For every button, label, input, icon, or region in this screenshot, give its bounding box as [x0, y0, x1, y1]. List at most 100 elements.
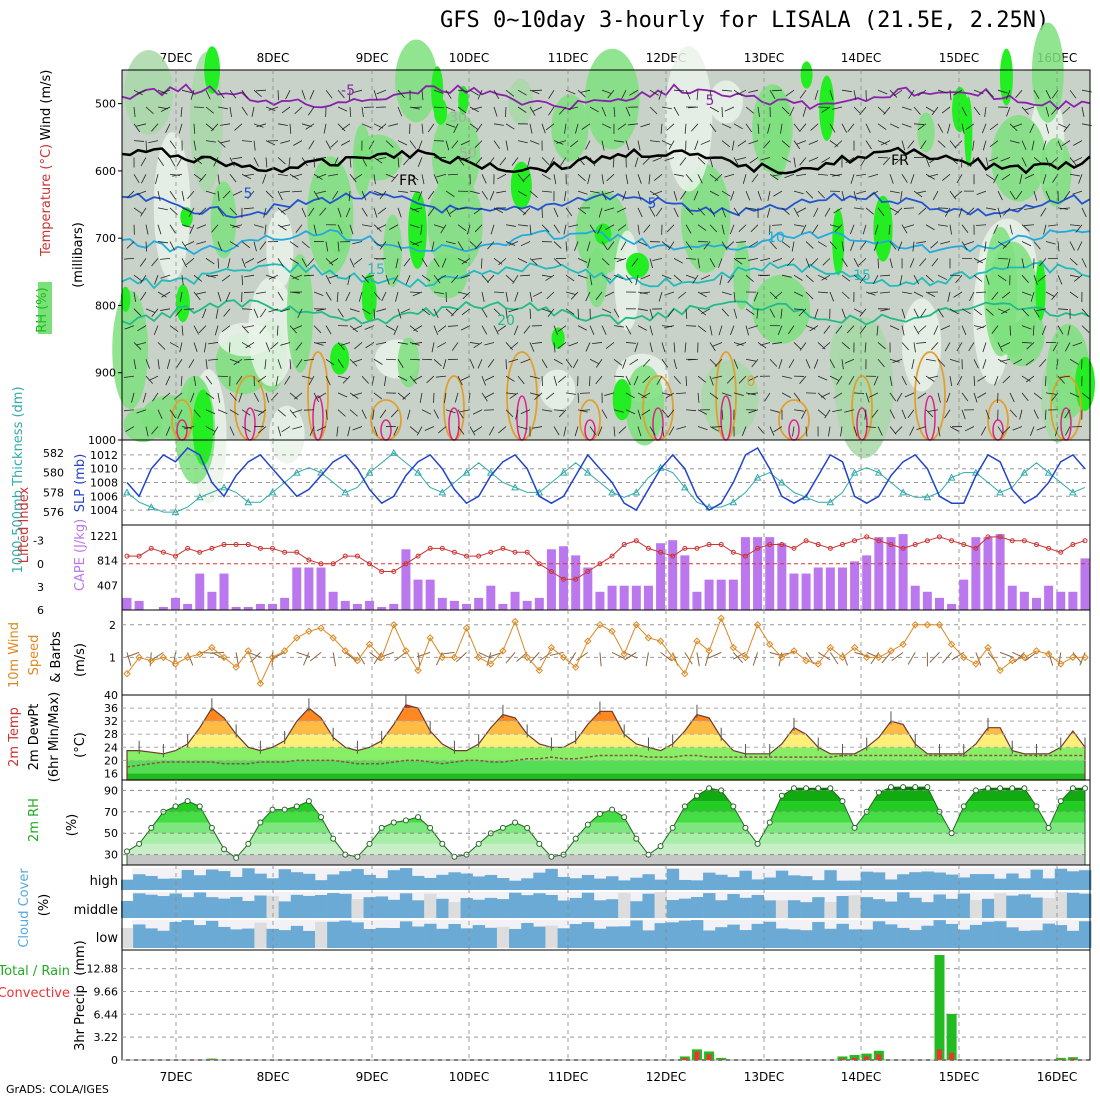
- wind-barb-10m: [696, 652, 700, 667]
- cloud-cell: [278, 869, 292, 890]
- wind-barb: [509, 392, 519, 399]
- wind-barb: [229, 426, 235, 436]
- rh-point: [972, 787, 979, 794]
- wind-barb: [604, 392, 615, 396]
- wind-barb: [738, 375, 747, 384]
- cape-bar: [874, 537, 884, 610]
- wind-speed-point: [123, 669, 131, 678]
- cloud-cell: [375, 878, 389, 890]
- wind-speed-point: [1020, 653, 1029, 662]
- wind-barb: [862, 224, 867, 235]
- wind-barb-10m: [1014, 652, 1025, 663]
- wind-barb: [641, 392, 651, 399]
- cloud-cell: [157, 896, 170, 918]
- wind-barb: [907, 140, 915, 149]
- rh-shade-blob: [210, 181, 237, 259]
- wind-barb: [586, 241, 591, 252]
- cloud-cell: [957, 893, 971, 918]
- wind-barb: [140, 274, 147, 284]
- wind-barb: [140, 157, 147, 167]
- wind-barb: [685, 409, 696, 412]
- cloud-cell: [254, 873, 267, 890]
- wind-barb: [973, 106, 981, 116]
- wind-barb: [493, 123, 504, 126]
- wind-barb: [519, 274, 531, 277]
- rh-point: [851, 824, 858, 831]
- wind-barb: [766, 207, 771, 218]
- wind-barb: [193, 325, 200, 335]
- wind-barb: [701, 308, 711, 315]
- rh-point: [572, 835, 579, 842]
- wind-barb: [655, 207, 663, 217]
- precip-total-bar: [716, 1057, 727, 1060]
- wind-barb: [397, 308, 402, 319]
- wind-barb: [913, 375, 921, 385]
- cloud-cell: [872, 872, 886, 890]
- li-tick: 6: [37, 604, 44, 617]
- wind-barb: [985, 207, 996, 211]
- rh-point: [184, 798, 191, 805]
- wind-barb: [942, 173, 951, 181]
- wind-barb: [697, 426, 708, 431]
- wind-barb: [961, 157, 963, 168]
- wind-barb: [832, 106, 843, 110]
- cloud-cell: [884, 879, 898, 890]
- wind-barb: [337, 342, 345, 351]
- wind-barb: [397, 190, 408, 193]
- cloud-cell: [436, 898, 449, 918]
- wind-barb: [973, 258, 984, 264]
- wind-speed-point: [159, 653, 168, 662]
- wind-barb: [733, 308, 738, 319]
- wind-barb: [179, 342, 183, 353]
- wind-barb: [352, 89, 363, 94]
- wind-barb: [433, 358, 442, 367]
- wind-barb: [316, 157, 327, 160]
- wind-barb: [185, 258, 195, 265]
- wind-barb: [354, 342, 363, 350]
- cloud-cell: [290, 925, 304, 948]
- wind-barb: [808, 157, 819, 162]
- wind-speed-point: [268, 653, 277, 662]
- wind-barb: [193, 157, 203, 165]
- wind-barb: [917, 123, 927, 131]
- cloud-cell: [775, 928, 789, 948]
- wind-barb: [244, 207, 255, 210]
- wind-barb: [908, 89, 915, 99]
- wind-barb: [916, 190, 927, 194]
- wind-barb: [493, 207, 503, 214]
- temp-band: [127, 734, 1085, 748]
- wind-barb-10m: [394, 651, 407, 662]
- wind-speed-point: [426, 634, 434, 642]
- wind-barb: [1073, 140, 1083, 146]
- wind-barb: [474, 140, 483, 148]
- wind-barb: [661, 359, 669, 368]
- wind-barb: [791, 241, 795, 252]
- cloud-cell: [897, 927, 910, 948]
- wind-barb: [799, 157, 807, 166]
- wind-barb: [438, 426, 447, 434]
- wind-barb: [601, 89, 612, 95]
- rh-shade-blob: [397, 337, 420, 388]
- wind-barb: [1037, 274, 1047, 282]
- wind-barb: [513, 325, 519, 336]
- rh-shade-blob: [123, 407, 163, 443]
- wind-barb: [229, 241, 239, 248]
- wind-barb: [280, 342, 291, 346]
- wind-barb: [652, 257, 663, 261]
- wind-barb: [253, 123, 264, 128]
- wind-barb: [517, 426, 528, 430]
- wind-speed-point: [414, 666, 422, 675]
- wind-barb: [685, 174, 693, 183]
- wind-barb: [793, 409, 804, 412]
- wind-barb: [880, 308, 891, 312]
- ylabel-wind-units: (m/s): [73, 643, 88, 677]
- wind-speed-point: [135, 653, 143, 662]
- wind-barb: [553, 241, 562, 249]
- wind-barb: [1019, 174, 1023, 185]
- wind-barb: [133, 291, 136, 302]
- wind-barb: [220, 140, 231, 144]
- wind-barb: [966, 207, 975, 216]
- cloud-cell: [618, 880, 631, 890]
- wind-barb: [1005, 90, 1011, 100]
- wind-barb: [772, 257, 783, 263]
